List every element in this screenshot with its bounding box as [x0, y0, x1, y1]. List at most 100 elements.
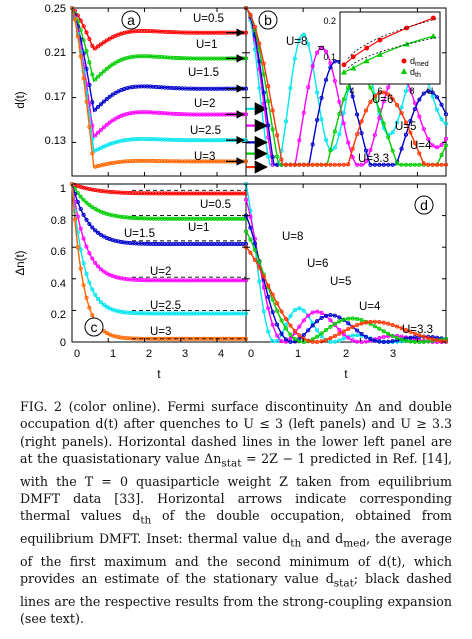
series-b-3-marker: [337, 111, 342, 117]
series-b-4-marker: [426, 162, 431, 167]
series-d-3-marker: [315, 334, 320, 339]
series-b-0-marker: [443, 121, 449, 126]
series-d-3-marker: [381, 329, 386, 334]
series-a-0-marker: [93, 46, 98, 51]
series-a-1-marker: [90, 72, 95, 77]
series-a-2-marker: [93, 107, 98, 112]
xtick-d-2: 2: [343, 348, 349, 360]
series-a-1-marker: [98, 71, 104, 76]
series-d-0-marker: [355, 333, 360, 338]
series-d-1-marker: [243, 197, 249, 202]
series-b-4-marker: [306, 162, 311, 167]
series-a-1-marker: [104, 66, 109, 71]
series-a-3-marker: [104, 122, 109, 127]
ytick-c-1: 0.8: [51, 215, 66, 227]
series-d-1-marker: [248, 214, 253, 219]
label-d-u6: U=6: [307, 258, 328, 270]
series-d-1-marker: [266, 306, 271, 311]
inset-point-th: [430, 33, 437, 39]
series-d-3-marker: [297, 339, 302, 344]
series-d-4-marker: [435, 338, 440, 343]
series-d-4-marker: [408, 329, 413, 334]
label-d-u4: U=4: [359, 301, 381, 313]
series-c-4-marker: [84, 272, 89, 277]
series-d-4-marker: [350, 324, 355, 329]
series-b-4-marker: [417, 151, 422, 156]
series-b-3-marker: [381, 121, 386, 126]
series-d-4-marker: [430, 337, 435, 342]
series-b-2-marker: [270, 154, 275, 160]
series-a-2-marker: [110, 92, 115, 97]
series-d-4-marker: [275, 301, 280, 306]
series-b-1-marker: [337, 99, 342, 104]
series-a-0-marker: [87, 36, 92, 42]
series-b-4-marker: [337, 162, 342, 167]
series-b-2-marker: [355, 112, 360, 117]
label-c-u2: U=2: [150, 266, 171, 278]
inset-point-th: [350, 65, 357, 71]
series-b-2-marker: [412, 106, 417, 112]
caption-l7: and d: [301, 531, 344, 547]
series-d-4-marker: [283, 316, 289, 322]
series-b-4-marker: [443, 162, 449, 167]
panel-b-label: b: [264, 12, 272, 28]
series-d-2-marker: [363, 334, 369, 339]
series-d-4-marker: [421, 334, 426, 339]
series-b-3-marker: [275, 154, 280, 159]
series-b-2-marker: [386, 162, 391, 167]
label-d-u5: U=5: [330, 276, 351, 288]
series-d-2-marker: [275, 322, 280, 327]
series-b-2-marker: [261, 90, 266, 95]
series-d-4-marker: [328, 336, 333, 341]
series-d-4-marker: [355, 323, 360, 328]
panel-c-label: c: [91, 319, 98, 335]
series-b-2-marker: [435, 95, 440, 100]
caption-l1: Fermi surface discontinuity Δn and doubl…: [20, 399, 452, 466]
series-d-4-marker: [390, 322, 395, 328]
series-c-1-marker: [84, 200, 89, 205]
series-c-4-marker: [87, 280, 92, 285]
series-d-3-marker: [283, 326, 289, 331]
inset-ytick-0: 0.2: [323, 16, 336, 26]
series-b-2-marker: [399, 146, 404, 151]
series-a-3-marker: [98, 127, 104, 132]
series-b-4-marker: [355, 132, 360, 137]
series-d-2-marker: [359, 331, 364, 336]
series-d-4-marker: [377, 320, 382, 325]
series-c-2-marker: [87, 221, 92, 227]
inset-legend-dth: dth: [410, 67, 421, 79]
inset-ylabel: d: [316, 45, 326, 50]
series-d-3-marker: [328, 324, 333, 329]
series-d-4-marker: [306, 338, 311, 343]
ytick-a-2: 0.17: [45, 91, 66, 103]
series-d-3-marker: [248, 237, 253, 242]
panel-c-badge: [84, 317, 104, 337]
series-b-1-marker: [346, 140, 351, 145]
caption-l2: stat: [221, 457, 242, 470]
series-a-2-marker: [107, 94, 112, 99]
series-b-3-marker: [368, 85, 373, 90]
series-a-3-line: [71, 7, 247, 139]
series-b-0-marker: [323, 137, 329, 143]
series-c-2-marker: [96, 230, 101, 235]
series-d-1-marker: [270, 322, 275, 327]
series-d-2-marker: [337, 315, 342, 320]
series-b-3-marker: [399, 162, 404, 167]
series-b-0-marker: [395, 120, 400, 125]
series-b-0-marker: [315, 90, 320, 95]
inset-point-th: [341, 69, 347, 75]
series-c-4-marker: [243, 311, 249, 316]
series-d-0-marker: [297, 306, 302, 311]
series-b-0-marker: [297, 37, 302, 42]
series-d-0-marker: [350, 333, 355, 338]
series-c-3-marker: [93, 260, 98, 265]
series-d-3-marker: [319, 331, 324, 336]
series-b-4-marker: [297, 162, 302, 167]
series-d-2-marker: [386, 339, 391, 344]
series-b-1-marker: [426, 137, 431, 142]
series-c-3-marker: [81, 236, 86, 241]
series-b-4-marker: [283, 162, 289, 167]
series-d-4-marker: [261, 274, 266, 279]
series-b-3-marker: [346, 85, 351, 90]
series-d-3-marker: [403, 338, 409, 343]
